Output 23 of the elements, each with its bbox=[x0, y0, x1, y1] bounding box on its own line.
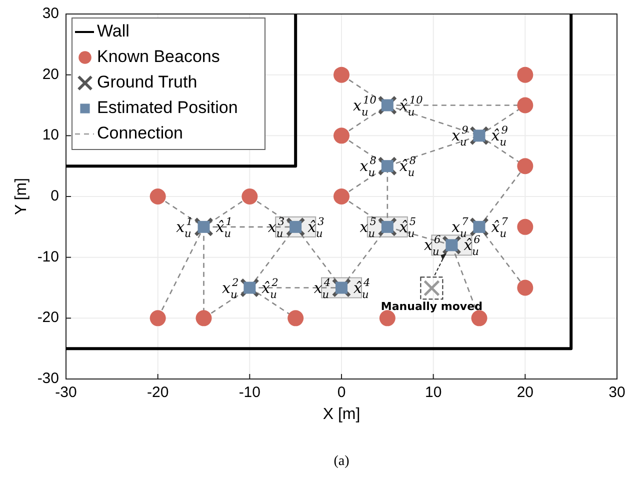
legend-label: Ground Truth bbox=[97, 72, 198, 92]
text: (a) bbox=[334, 454, 350, 469]
x-axis-title: X [m] bbox=[322, 406, 360, 423]
y-tick-label: 0 bbox=[50, 187, 59, 204]
x-tick-label: -30 bbox=[55, 384, 77, 401]
y-tick-label: -30 bbox=[37, 370, 59, 387]
x-tick-label: 20 bbox=[516, 384, 534, 401]
y-tick-label: -10 bbox=[37, 248, 59, 266]
y-tick-label: -20 bbox=[37, 309, 59, 326]
y-tick-label: 20 bbox=[42, 66, 59, 83]
legend-label: Estimated Position bbox=[97, 98, 238, 117]
annotation: Manually moved bbox=[380, 300, 482, 314]
legend-label: Connection bbox=[97, 123, 184, 142]
x-tick-label: -10 bbox=[238, 384, 261, 401]
x-tick-label: -20 bbox=[146, 384, 169, 401]
y-axis-title: Y [m] bbox=[13, 178, 30, 216]
y-tick-label: 30 bbox=[42, 4, 59, 22]
x-tick-label: 30 bbox=[608, 384, 626, 401]
y-tick-label: 10 bbox=[42, 126, 59, 144]
x-tick-label: 10 bbox=[424, 384, 442, 401]
x-tick-label: 0 bbox=[337, 384, 346, 401]
legend-label: Known Beacons bbox=[97, 46, 220, 66]
legend-label: Wall bbox=[97, 21, 130, 40]
